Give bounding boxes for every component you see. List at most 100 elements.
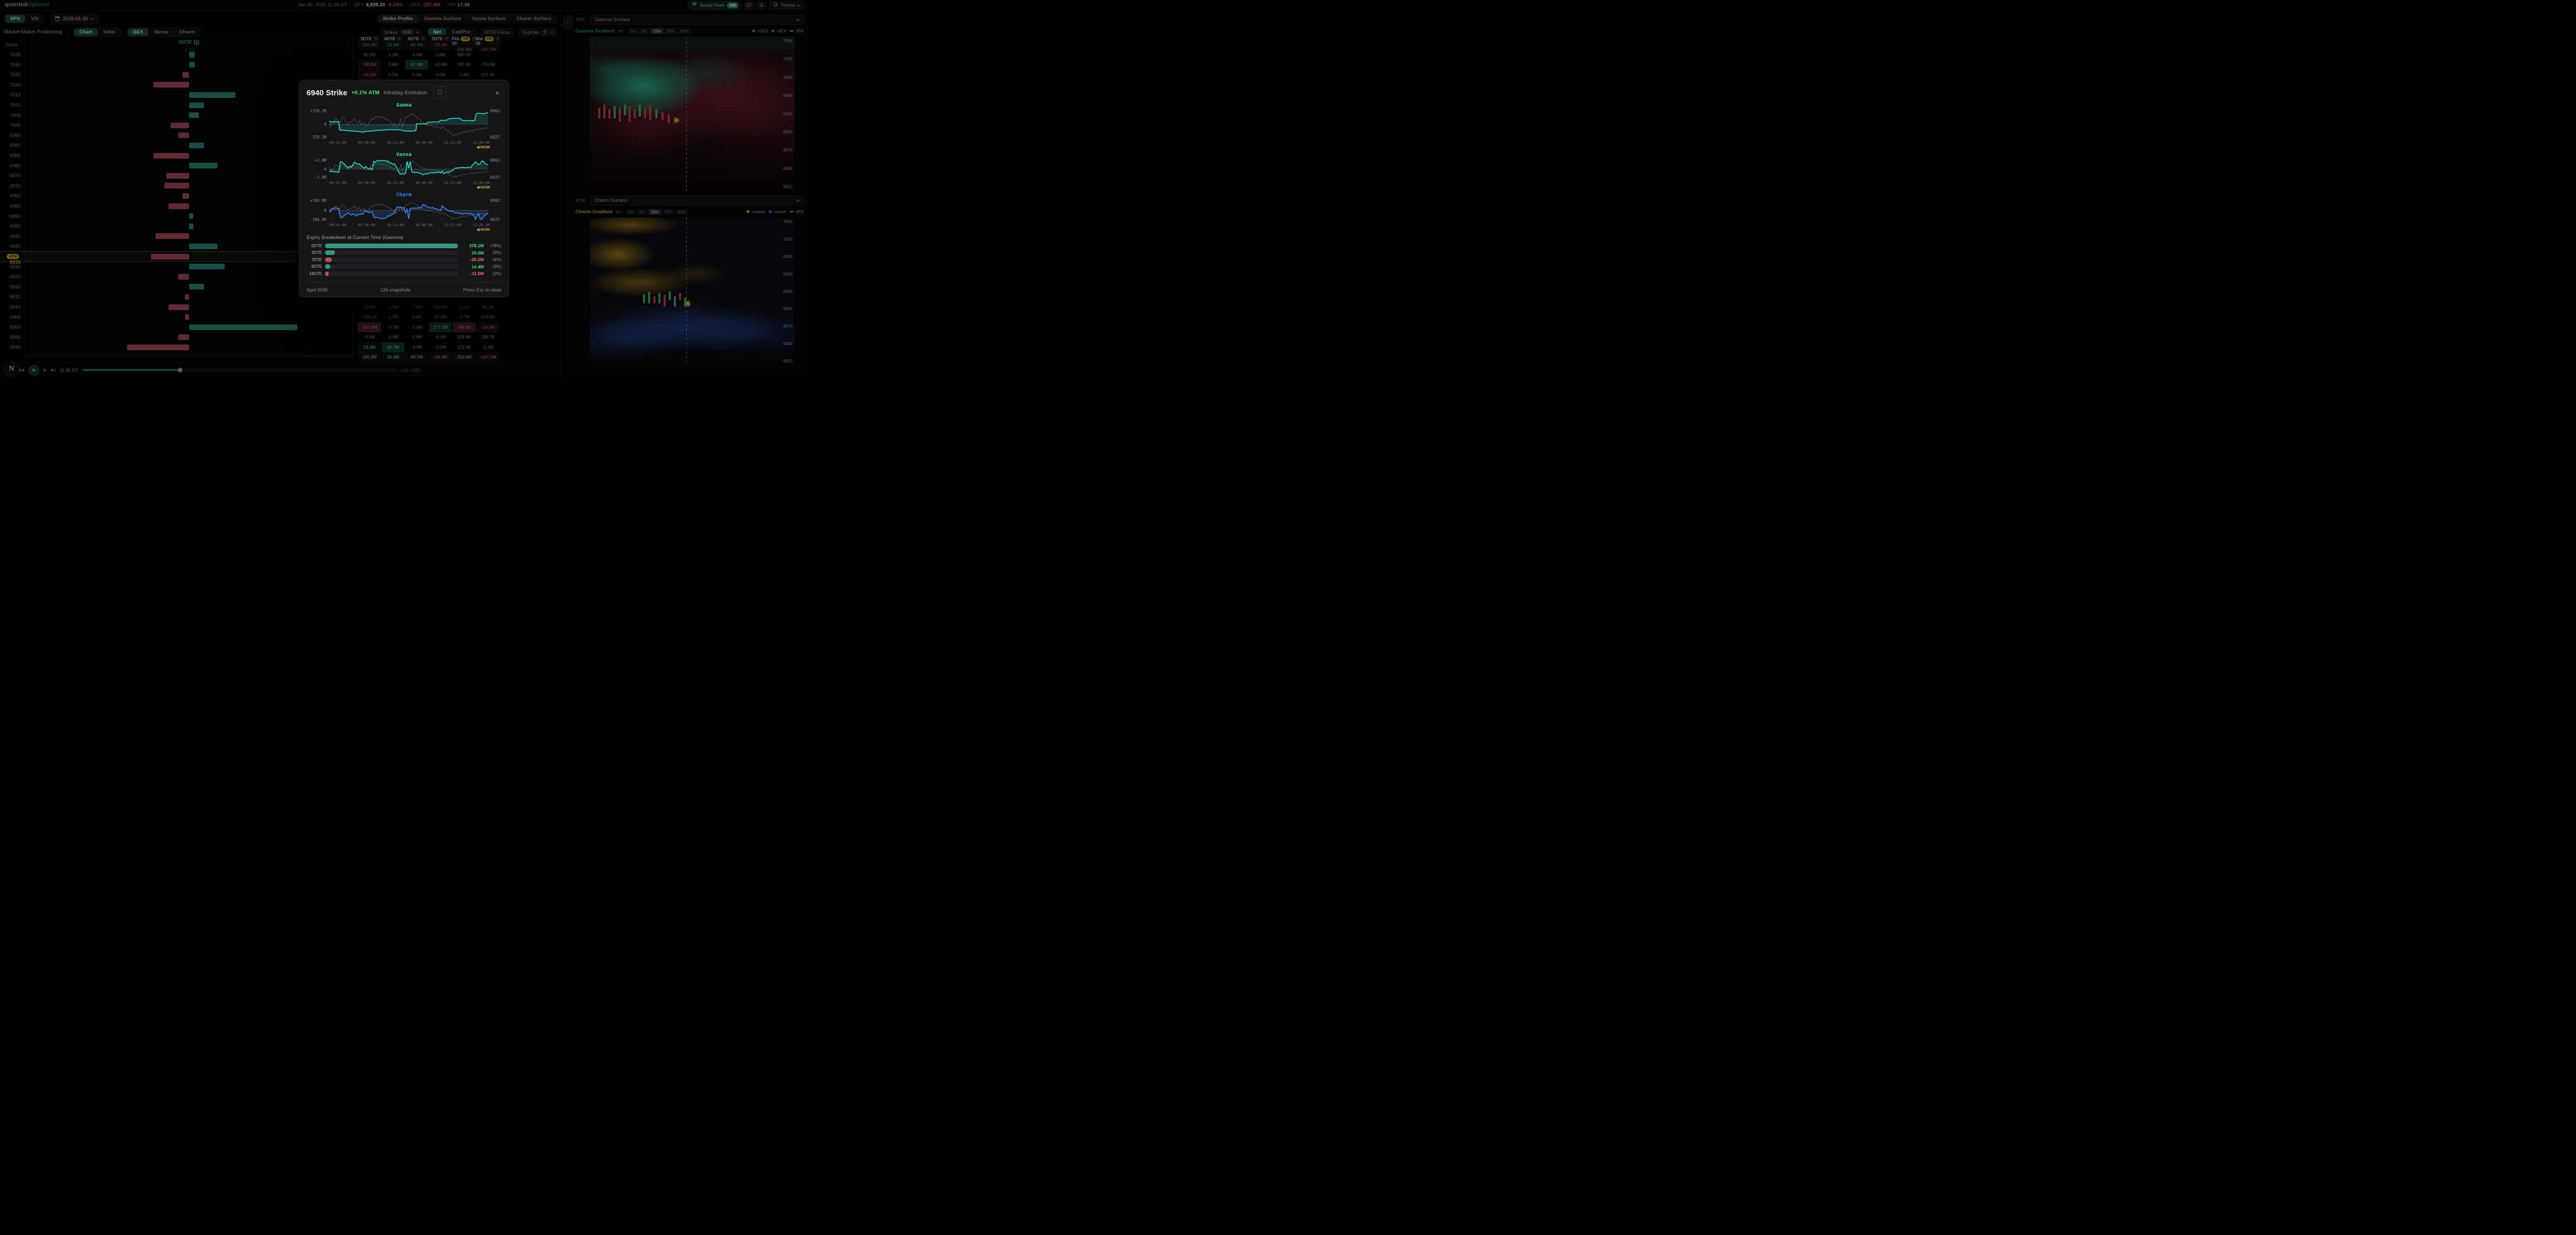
avatar[interactable]: N — [4, 362, 19, 376]
gex-bar-6900[interactable] — [189, 324, 297, 330]
gex-bar-6920[interactable] — [189, 284, 204, 290]
table-cell-7035-Mar20[interactable]: – — [477, 50, 499, 60]
table-cell-6905-5DTE[interactable]: 3.4M — [405, 312, 428, 322]
gex-bar-7020[interactable] — [154, 82, 189, 88]
skip-end-button[interactable]: ▶ — [51, 368, 56, 372]
table-cell-6910-3DTE[interactable]: 12.5M — [358, 302, 381, 312]
column-header-mar-20[interactable]: Mar 20 AM # -107.7M — [476, 35, 500, 52]
gex-bar-6925[interactable] — [178, 273, 189, 280]
table-cell-6905-4DTE[interactable]: 1.7M — [382, 312, 404, 322]
table-cell-7025-4DTE[interactable]: 6.5M — [382, 70, 404, 80]
table-cell-7025-Mar20[interactable]: 332.0K — [477, 70, 499, 80]
gex-bar-7010[interactable] — [189, 102, 204, 108]
strikes-range-select[interactable]: Strikes ±100 — [379, 27, 423, 37]
surface-select-charm[interactable]: Charm Surface — [590, 195, 804, 205]
gex-bar-6995[interactable] — [178, 132, 189, 139]
table-cell-6890-Feb20[interactable]: 153.9K — [453, 342, 476, 352]
gex-bar-6990[interactable] — [189, 142, 204, 148]
table-cell-7035-3DTE[interactable]: 20.2M — [358, 50, 381, 60]
table-cell-7030-4DTE[interactable]: 3.8M — [382, 60, 404, 70]
table-cell-7035-Feb20[interactable]: 890.0K — [453, 50, 476, 60]
table-cell-7035-4DTE[interactable]: 1.1M — [382, 50, 404, 60]
gex-bar-6980[interactable] — [189, 163, 217, 169]
table-cell-7035-5DTE[interactable]: -1.6M — [405, 50, 428, 60]
date-picker[interactable]: 2026-01-30 — [50, 14, 99, 24]
table-cell-6890-4DTE[interactable]: 45.7M — [382, 342, 404, 352]
tab-charm-surface[interactable]: Charm Surface — [516, 16, 551, 22]
interval-1m[interactable]: 1m — [630, 28, 636, 33]
greek-gex-button[interactable]: GEX — [127, 28, 148, 36]
gex-bar-6945[interactable] — [156, 233, 189, 239]
table-cell-6890-3DTE[interactable]: 23.4M — [358, 342, 381, 352]
table-cell-6895-Mar20[interactable]: 288.7K — [477, 332, 499, 342]
gex-bar-6895[interactable] — [178, 334, 189, 340]
gex-bar-7005[interactable] — [189, 112, 199, 118]
favorite-button[interactable]: ♡ — [433, 86, 447, 99]
table-cell-6890-Mar20[interactable]: -1.1M — [477, 342, 499, 352]
table-cell-6905-3DTE[interactable]: -736.1K — [358, 312, 381, 322]
notifications-button[interactable] — [756, 1, 766, 9]
chat-button[interactable] — [744, 1, 754, 9]
table-cell-6900-3DTE[interactable]: -107.0M — [358, 322, 381, 332]
interval-60m[interactable]: 60m — [677, 209, 686, 214]
table-cell-6900-5DTE[interactable]: -2.9M — [405, 322, 428, 332]
table-cell-6910-Feb20[interactable]: 1.1M — [453, 302, 476, 312]
table-cell-6910-7DTE[interactable]: 259.8K — [429, 302, 452, 312]
play-button[interactable]: ▶ — [28, 364, 40, 376]
table-cell-7025-7DTE[interactable]: 4.0M — [429, 70, 452, 80]
gex-bar-6910[interactable] — [168, 304, 189, 310]
surface-select-gamma[interactable]: Gamma Surface — [590, 14, 804, 25]
table-cell-7030-3DTE[interactable]: -38.2M — [358, 60, 381, 70]
tab-gamma-surface[interactable]: Gamma Surface — [423, 16, 461, 22]
gex-bar-6930[interactable] — [189, 264, 225, 270]
theme-button[interactable]: Theme — [769, 1, 804, 9]
gex-bar-7015[interactable] — [189, 92, 235, 98]
skip-start-button[interactable]: ◀ — [20, 368, 24, 372]
view-table-button[interactable]: Table — [103, 29, 115, 35]
expiries-select[interactable]: Expiries 7 — [518, 27, 557, 37]
table-cell-6910-5DTE[interactable]: 7.5M — [405, 302, 428, 312]
table-cell-6890-7DTE[interactable]: -2.2M — [429, 342, 452, 352]
table-cell-7035-7DTE[interactable]: 1.8M — [429, 50, 452, 60]
table-cell-6895-Feb20[interactable]: 639.9K — [453, 332, 476, 342]
playback-slider[interactable] — [82, 368, 397, 372]
table-cell-6895-7DTE[interactable]: -6.1M — [429, 332, 452, 342]
gex-bar-6935[interactable] — [151, 253, 189, 260]
gex-bar-6915[interactable] — [185, 294, 189, 300]
table-cell-6910-Mar20[interactable]: 96.2K — [477, 302, 499, 312]
column-header-4dte[interactable]: 4DTE #22.4M — [382, 35, 404, 50]
table-cell-6905-Feb20[interactable]: -2.7M — [453, 312, 476, 322]
interval-5m[interactable]: 5m — [639, 209, 645, 214]
gex-bar-6890[interactable] — [127, 344, 189, 350]
close-button[interactable]: × — [493, 88, 501, 98]
odte-column-header[interactable]: 0DTE -1.0B — [25, 37, 353, 53]
table-cell-6890-5DTE[interactable]: -4.9M — [405, 342, 428, 352]
view-chart-button[interactable]: Chart — [74, 28, 97, 36]
interval-1m[interactable]: 1m — [628, 209, 634, 214]
gex-bar-6950[interactable] — [189, 223, 193, 229]
symbol-spx-button[interactable]: SPX — [5, 15, 26, 23]
brand-logo[interactable]: quantedOptions — [5, 2, 49, 8]
table-cell-6895-5DTE[interactable]: 1.8M — [405, 332, 428, 342]
table-cell-7025-3DTE[interactable]: -26.9M — [358, 70, 381, 80]
table-cell-6910-4DTE[interactable]: -1.9M — [382, 302, 404, 312]
table-cell-7030-Mar20[interactable]: -774.6K — [477, 60, 499, 70]
gex-bar-6955[interactable] — [189, 213, 193, 219]
gex-bar-6940[interactable] — [189, 243, 217, 249]
table-cell-6900-7DTE[interactable]: 177.1M — [429, 322, 452, 332]
gex-bar-6960[interactable] — [168, 203, 189, 209]
gex-bar-6905[interactable] — [185, 314, 189, 320]
symbol-vix-button[interactable]: VIX — [31, 16, 39, 22]
interval-15m[interactable]: 15m — [648, 209, 662, 215]
gex-bar-7000[interactable] — [171, 122, 189, 128]
table-cell-6895-4DTE[interactable]: -6.8M — [382, 332, 404, 342]
column-header-5dte[interactable]: 5DTE #85.7M — [405, 35, 428, 50]
step-forward-button[interactable]: ▶ — [43, 368, 47, 372]
table-cell-6905-7DTE[interactable]: 12.5M — [429, 312, 452, 322]
greek-vanna-button[interactable]: Vanna — [154, 29, 168, 35]
gex-bar-7035[interactable] — [189, 52, 195, 58]
column-header-7dte[interactable]: 7DTE # -33.3M — [429, 35, 452, 50]
interval-5m[interactable]: 5m — [641, 28, 648, 33]
table-cell-6895-3DTE[interactable]: -6.1M — [358, 332, 381, 342]
callput-button[interactable]: Call/Put — [452, 29, 470, 35]
